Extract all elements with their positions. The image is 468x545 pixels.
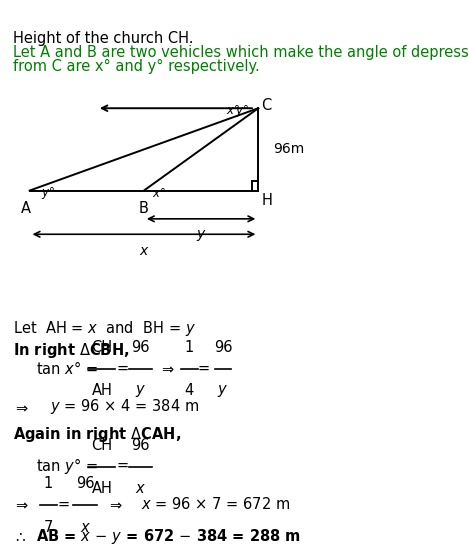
Text: 96: 96 (76, 476, 95, 492)
Text: CH: CH (91, 438, 112, 453)
Text: $\Rightarrow$: $\Rightarrow$ (13, 399, 29, 414)
Text: AH: AH (92, 481, 112, 496)
Text: =: = (116, 360, 128, 376)
Text: 96: 96 (132, 340, 150, 355)
Text: $x°$: $x°$ (226, 104, 240, 117)
Text: $x$ = 96 × 7 = 672 m: $x$ = 96 × 7 = 672 m (140, 496, 290, 512)
Text: 96: 96 (132, 438, 150, 453)
Text: AH: AH (92, 384, 112, 398)
Text: $x$: $x$ (135, 481, 146, 496)
Text: $y$: $y$ (217, 384, 228, 399)
Text: tan $x°$ =: tan $x°$ = (37, 360, 98, 377)
Text: $\therefore$: $\therefore$ (13, 529, 27, 544)
Text: $x$: $x$ (139, 244, 149, 258)
Text: from C are x° and y° respectively.: from C are x° and y° respectively. (13, 59, 260, 74)
Text: 96m: 96m (273, 142, 305, 156)
Text: In right $\Delta$CBH,: In right $\Delta$CBH, (13, 341, 129, 360)
Text: Height of the church CH.: Height of the church CH. (13, 31, 193, 46)
Text: $x$: $x$ (80, 520, 91, 535)
Text: $\Rightarrow$: $\Rightarrow$ (159, 360, 176, 376)
Text: 4: 4 (185, 384, 194, 398)
Text: =: = (197, 360, 210, 376)
Text: B: B (139, 201, 149, 216)
Text: =: = (58, 497, 70, 512)
Text: 1: 1 (44, 476, 53, 492)
Text: H: H (261, 193, 272, 208)
Text: $y°$: $y°$ (235, 103, 249, 119)
Text: Let  AH = $x$  and  BH = $y$: Let AH = $x$ and BH = $y$ (13, 319, 196, 338)
Text: $y°$: $y°$ (41, 185, 55, 201)
Text: $\Rightarrow$: $\Rightarrow$ (107, 497, 124, 512)
Text: $y$: $y$ (196, 228, 206, 243)
Text: 7: 7 (44, 520, 53, 535)
Text: C: C (262, 98, 272, 113)
Text: 1: 1 (185, 340, 194, 355)
Text: CH: CH (91, 340, 112, 355)
Text: A: A (22, 201, 31, 216)
Text: AB = $x$ $-$ $y$ = 672 $-$ 384 = 288 m: AB = $x$ $-$ $y$ = 672 $-$ 384 = 288 m (37, 526, 301, 545)
Text: $y$: $y$ (135, 384, 146, 399)
Text: Again in right $\Delta$CAH,: Again in right $\Delta$CAH, (13, 426, 181, 444)
Text: =: = (116, 458, 128, 473)
Text: $x°$: $x°$ (152, 186, 166, 199)
Text: tan $y°$ =: tan $y°$ = (37, 456, 98, 476)
Text: $\Rightarrow$: $\Rightarrow$ (13, 497, 29, 512)
Text: 96: 96 (214, 340, 232, 355)
Text: $y$ = 96 × 4 = 384 m: $y$ = 96 × 4 = 384 m (50, 397, 199, 416)
Text: Let A and B are two vehicles which make the angle of depression: Let A and B are two vehicles which make … (13, 45, 468, 60)
